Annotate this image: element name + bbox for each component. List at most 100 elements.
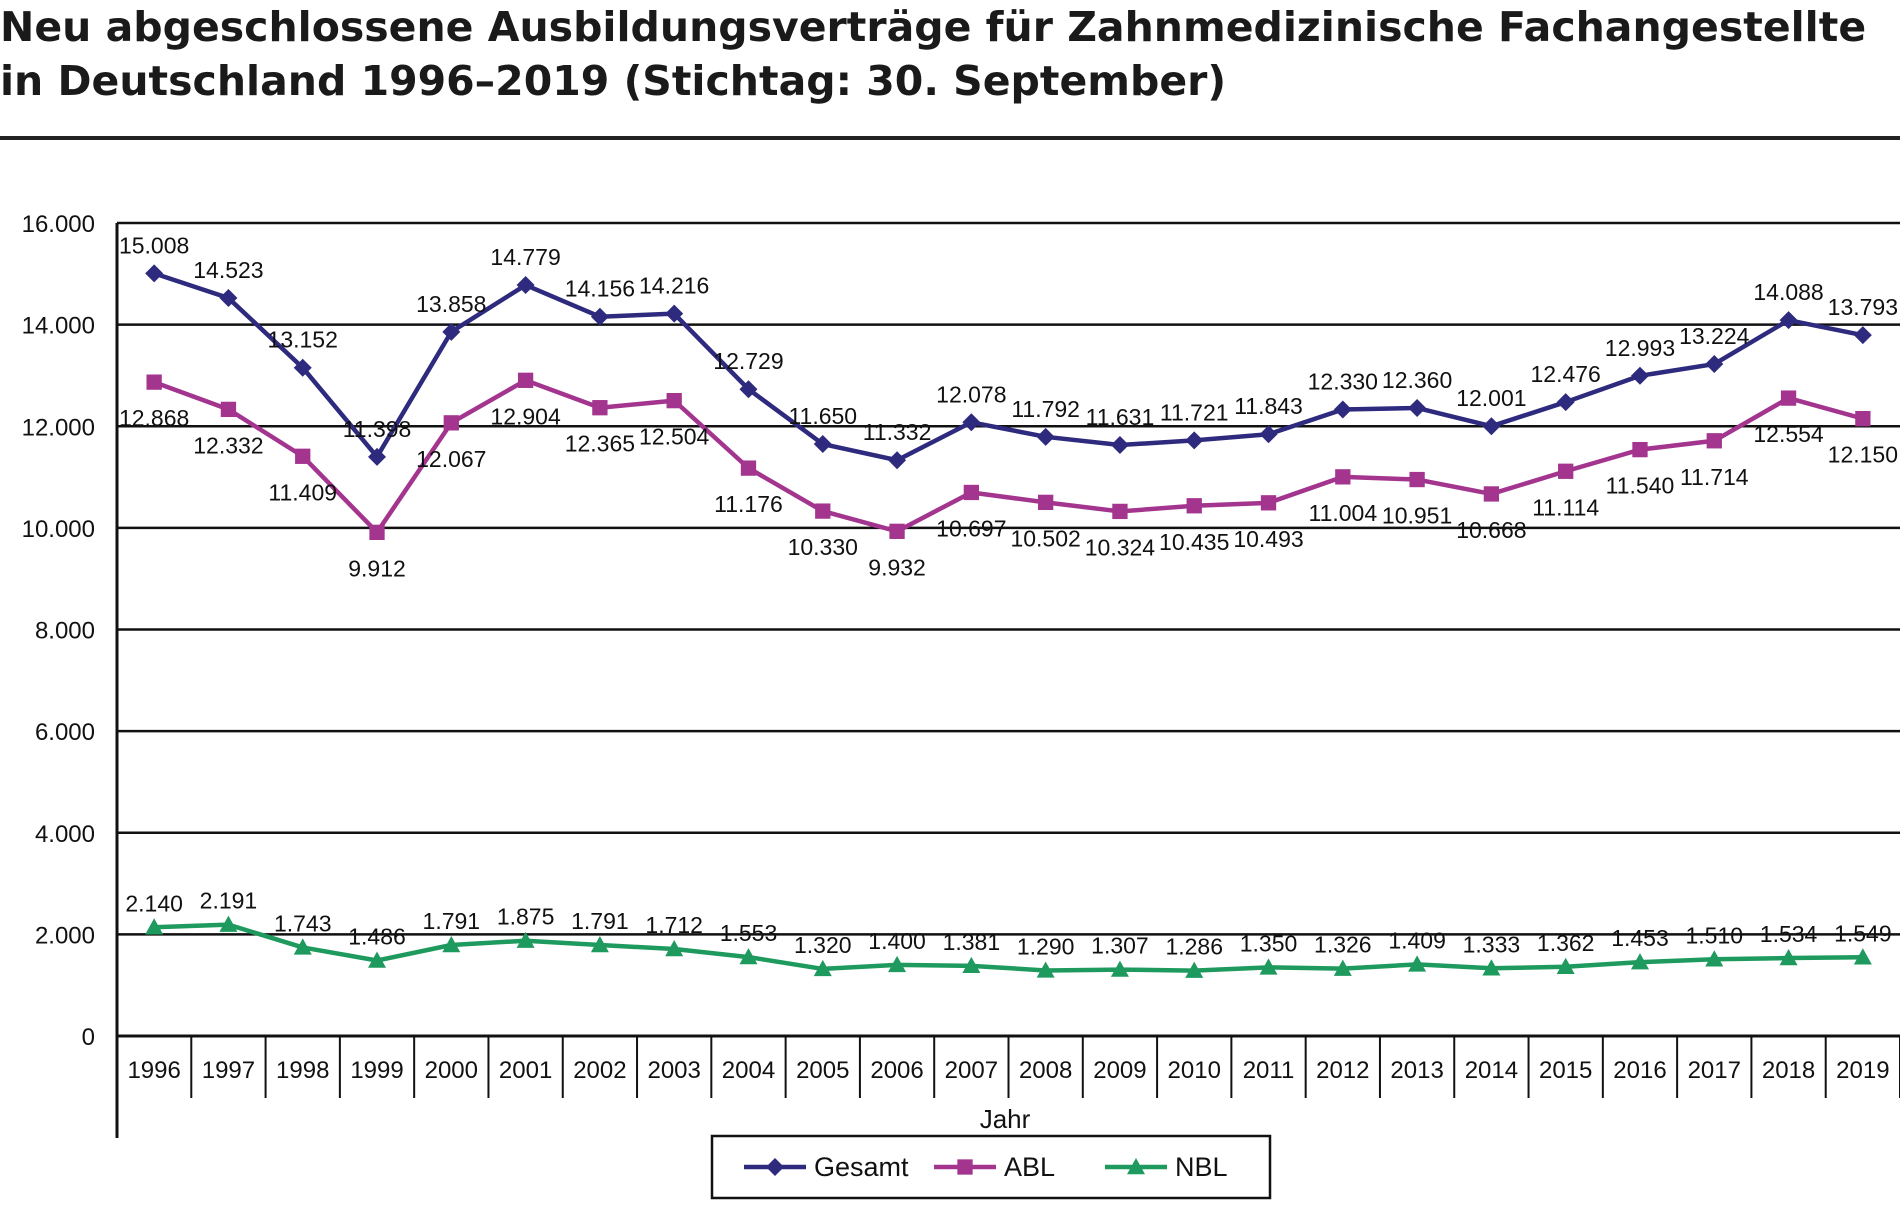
data-point-nbl [962,956,981,974]
data-point-abl [666,392,682,409]
data-point-nbl [1630,953,1649,970]
data-label-nbl: 2.140 [125,890,183,916]
data-label-gesamt: 14.216 [639,273,709,299]
data-label-abl: 12.332 [193,432,263,458]
data-label-abl: 10.493 [1233,526,1303,552]
data-point-nbl [1853,948,1872,965]
y-tick-label: 14.000 [22,313,95,340]
data-point-abl [443,415,459,431]
legend-label-abl: ABL [1004,1152,1055,1182]
data-label-abl: 12.067 [416,446,486,472]
x-tick-label: 2006 [870,1057,923,1084]
x-tick-label: 2012 [1316,1057,1369,1084]
data-label-gesamt: 11.332 [863,419,932,445]
data-point-gesamt [1630,366,1649,385]
x-tick-label: 1996 [127,1057,180,1084]
data-point-gesamt [293,358,312,377]
data-point-nbl [516,931,535,948]
data-point-abl [369,524,385,540]
y-tick-label: 10.000 [22,516,95,543]
data-point-gesamt [1408,398,1427,417]
data-label-gesamt: 12.001 [1456,385,1526,411]
x-tick-label: 1999 [350,1057,403,1084]
data-label-abl: 10.435 [1159,529,1229,555]
data-point-gesamt [1333,400,1352,419]
data-label-abl: 10.697 [936,515,1006,541]
gridlines [117,221,1900,936]
data-label-abl: 12.365 [565,431,635,457]
y-tick-label: 4.000 [35,821,95,848]
data-point-abl [1780,390,1797,406]
data-point-abl [1483,486,1500,502]
y-tick-label: 6.000 [35,719,95,746]
data-label-gesamt: 11.398 [343,416,412,442]
y-tick-label: 16.000 [22,211,95,238]
x-tick-label: 2010 [1168,1057,1221,1084]
data-label-nbl: 1.286 [1165,934,1223,960]
data-label-nbl: 1.381 [943,929,1001,955]
series-line-nbl [154,922,1863,973]
data-point-nbl [1185,961,1204,978]
x-tick-label: 2013 [1390,1057,1443,1084]
data-label-gesamt: 13.793 [1828,294,1898,320]
data-point-gesamt [590,307,609,326]
y-tick-label: 8.000 [35,618,95,645]
data-label-nbl: 1.290 [1017,933,1075,959]
x-tick-label: 2018 [1762,1057,1815,1084]
data-label-nbl: 2.191 [200,888,258,914]
data-label-gesamt: 11.721 [1160,399,1229,425]
title-divider [0,136,1900,140]
data-point-nbl [1556,957,1575,974]
data-point-nbl [145,918,164,935]
data-label-abl: 10.502 [1010,525,1080,551]
data-point-gesamt [1110,435,1129,454]
data-label-abl: 10.324 [1085,534,1156,560]
data-point-nbl [368,951,387,968]
data-label-nbl: 1.712 [645,912,703,938]
data-label-gesamt: 14.156 [565,276,635,302]
x-tick-label: 2000 [425,1057,478,1084]
data-label-abl: 12.904 [490,403,561,429]
data-label-gesamt: 12.360 [1382,367,1452,393]
x-tick-label: 2017 [1688,1057,1741,1084]
x-tick-label: 2015 [1539,1057,1592,1084]
data-point-gesamt [813,435,832,454]
data-label-nbl: 1.875 [497,904,555,930]
x-tick-label: 2008 [1019,1057,1072,1084]
x-axis-title: Jahr [980,1104,1031,1134]
data-label-gesamt: 11.631 [1086,404,1155,430]
data-point-nbl [1482,959,1501,976]
data-label-nbl: 1.362 [1537,930,1595,956]
legend-marker-nbl [1127,1158,1145,1175]
data-point-gesamt [1036,427,1055,446]
x-tick-label: 2009 [1093,1057,1146,1084]
y-tick-label: 12.000 [22,414,95,441]
data-label-abl: 11.004 [1308,500,1377,526]
data-label-gesamt: 12.078 [936,381,1006,407]
data-point-gesamt [1705,355,1724,374]
data-point-abl [592,400,608,416]
data-label-nbl: 1.453 [1611,925,1669,951]
data-label-gesamt: 11.843 [1234,393,1303,419]
x-tick-label: 2003 [647,1057,700,1084]
y-tick-label: 0 [82,1024,95,1051]
data-label-nbl: 1.350 [1240,930,1298,956]
data-point-gesamt [1556,393,1575,412]
x-tick-label: 2016 [1613,1057,1666,1084]
data-label-nbl: 1.333 [1463,931,1521,957]
chart-title: Neu abgeschlossene Ausbildungsverträge f… [0,0,1866,108]
data-label-gesamt: 14.779 [490,244,560,270]
x-tick-label: 2014 [1465,1057,1518,1084]
chart-title-line-2: in Deutschland 1996–2019 (Stichtag: 30. … [0,57,1227,105]
data-label-nbl: 1.307 [1091,933,1149,959]
data-label-nbl: 1.510 [1685,922,1743,948]
data-point-abl [1855,410,1871,427]
data-label-abl: 12.868 [119,405,189,431]
data-point-abl [1037,494,1054,511]
data-label-abl: 10.951 [1382,503,1452,529]
legend-marker-abl [957,1159,973,1175]
x-tick-label: 2005 [796,1057,849,1084]
data-point-nbl [1036,961,1055,978]
